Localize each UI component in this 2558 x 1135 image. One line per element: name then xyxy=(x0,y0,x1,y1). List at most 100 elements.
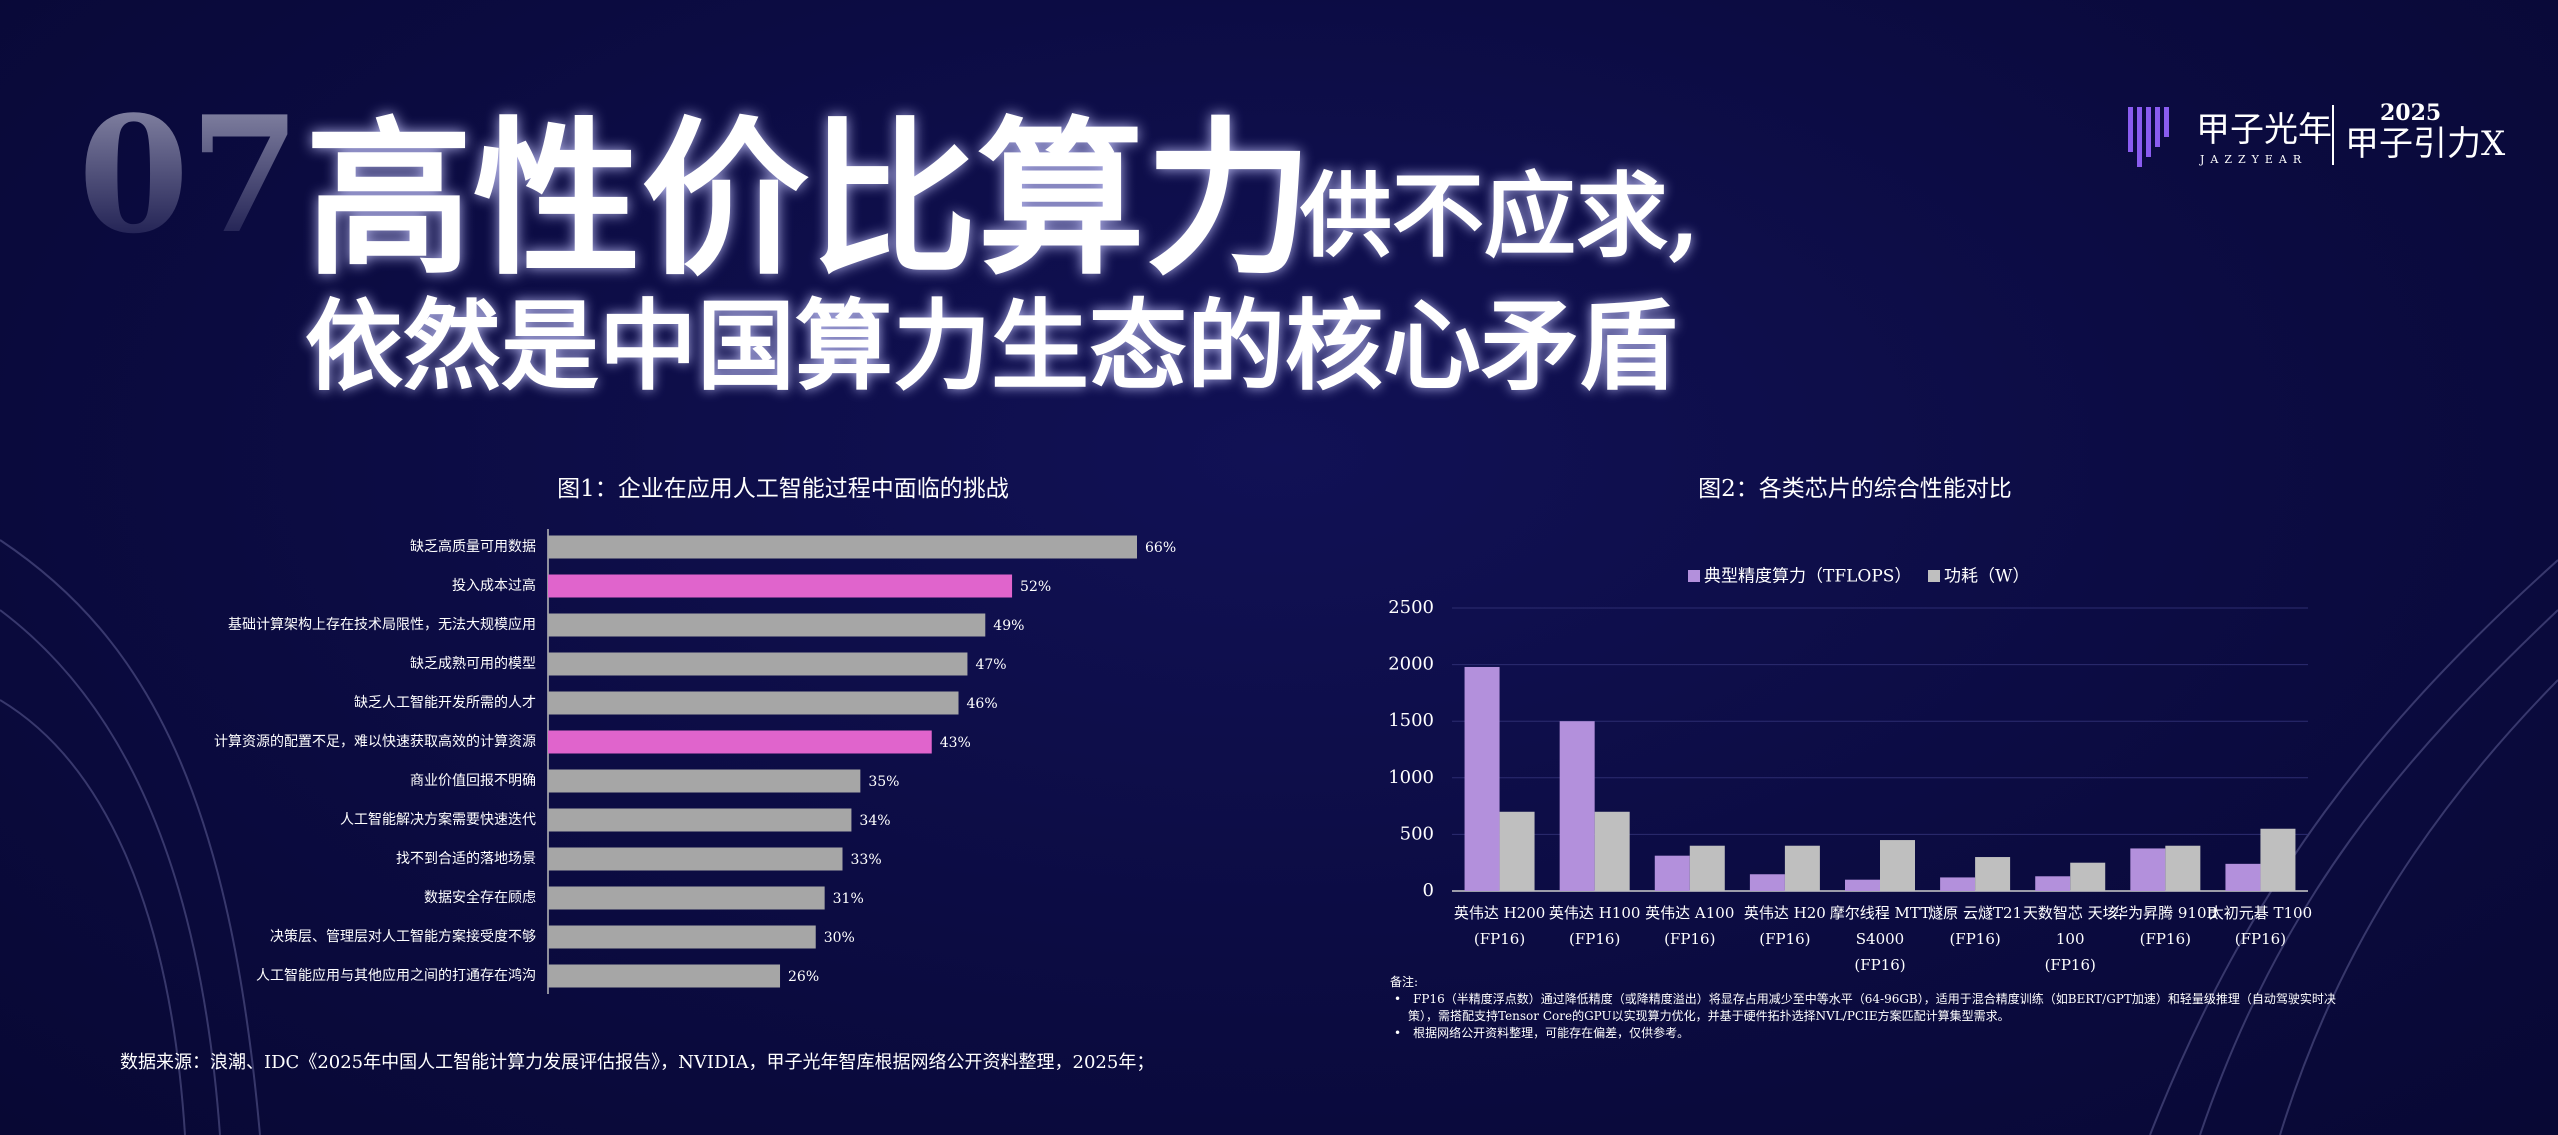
category-label: 找不到合适的落地场景 xyxy=(396,851,536,867)
legend-label: 功耗（W） xyxy=(1944,567,2029,587)
x-tick-label: (FP16) xyxy=(1759,930,1810,948)
note-text: 根据网络公开资料整理，可能存在偏差，仅供参考。 xyxy=(1413,1026,1690,1040)
title-line2: 依然是中国算力生态的核心矛盾 xyxy=(305,289,1678,404)
bar xyxy=(1654,855,1690,891)
x-tick-label: (FP16) xyxy=(2045,956,2096,974)
bar xyxy=(1689,845,1725,891)
value-label: 34% xyxy=(859,813,890,829)
note-text: FP16（半精度浮点数）通过降低精度（或降精度溢出）将显存占用减少至中等水平（6… xyxy=(1408,992,2336,1023)
bar xyxy=(1975,857,2011,891)
value-label: 43% xyxy=(940,735,971,751)
logo-year: 2025 xyxy=(2380,100,2441,126)
value-label: 33% xyxy=(851,852,882,868)
logo-brand: 甲子光年 xyxy=(2196,110,2332,150)
bar xyxy=(1749,874,1785,891)
y-tick-label: 500 xyxy=(1400,823,1434,844)
notes-title: 备注: xyxy=(1390,975,1419,989)
y-tick-label: 0 xyxy=(1423,880,1434,901)
x-tick-label: 英伟达 H100 xyxy=(1549,904,1640,922)
category-label: 基础计算架构上存在技术局限性，无法大规模应用 xyxy=(228,616,536,633)
y-tick-label: 2000 xyxy=(1388,654,1434,675)
bar xyxy=(2260,828,2296,891)
category-label: 商业价值回报不明确 xyxy=(410,773,536,789)
x-tick-label: 100 xyxy=(2056,930,2085,948)
bar xyxy=(1464,666,1500,891)
category-label: 人工智能应用与其他应用之间的打通存在鸿沟 xyxy=(256,967,536,984)
x-tick-label: (FP16) xyxy=(1949,930,2000,948)
bar xyxy=(1784,845,1820,891)
legend-swatch xyxy=(1688,570,1700,582)
y-tick-label: 1000 xyxy=(1388,767,1434,788)
bar xyxy=(548,574,1013,598)
category-label: 决策层、管理层对人工智能方案接受度不够 xyxy=(270,928,536,945)
category-label: 计算资源的配置不足，难以快速获取高效的计算资源 xyxy=(214,733,536,750)
x-tick-label: 太初元碁 T100 xyxy=(2209,904,2312,922)
bar xyxy=(548,769,861,793)
bar xyxy=(2070,862,2106,891)
category-label: 缺乏人工智能开发所需的人才 xyxy=(354,695,536,711)
bar xyxy=(548,925,816,949)
logo-event: 甲子引力X xyxy=(2345,124,2506,164)
category-label: 投入成本过高 xyxy=(452,577,536,594)
x-tick-label: (FP16) xyxy=(1664,930,1715,948)
bar xyxy=(1845,879,1880,891)
bar xyxy=(548,613,986,637)
value-label: 31% xyxy=(833,891,864,907)
x-tick-label: (FP16) xyxy=(1569,930,1620,948)
value-label: 66% xyxy=(1145,540,1176,556)
legend-label: 典型精度算力（TFLOPS） xyxy=(1704,567,1911,587)
value-label: 35% xyxy=(868,774,899,790)
chart-title: 图1：企业在应用人工智能过程中面临的挑战 xyxy=(557,476,1009,502)
x-tick-label: 英伟达 H200 xyxy=(1454,904,1545,922)
title-sub: 供不应求, xyxy=(1300,162,1701,270)
x-tick-label: 英伟达 A100 xyxy=(1645,904,1734,922)
decor-curves xyxy=(0,539,2558,1135)
category-label: 数据安全存在顾虑 xyxy=(424,889,536,906)
bar xyxy=(1594,811,1630,891)
x-tick-label: (FP16) xyxy=(2140,930,2191,948)
section-number: 07 xyxy=(78,81,301,269)
x-tick-label: (FP16) xyxy=(2235,930,2286,948)
value-label: 49% xyxy=(993,618,1024,634)
category-label: 人工智能解决方案需要快速迭代 xyxy=(340,811,536,828)
bar xyxy=(548,847,843,871)
x-tick-label: 华为昇腾 910B xyxy=(2113,904,2217,922)
chart-title: 图2：各类芯片的综合性能对比 xyxy=(1698,476,2012,502)
bar xyxy=(1940,877,1976,891)
x-tick-label: 天数智芯 天垓 xyxy=(2023,904,2118,922)
legend-swatch xyxy=(1928,570,1940,582)
note-item: • FP16（半精度浮点数）通过降低精度（或降精度溢出）将显存占用减少至中等水平… xyxy=(1394,992,2336,1023)
bar xyxy=(1559,721,1595,891)
bar xyxy=(548,964,781,988)
note-item: • 根据网络公开资料整理，可能存在偏差，仅供参考。 xyxy=(1394,1026,1690,1040)
value-label: 30% xyxy=(824,930,855,946)
x-tick-label: S4000 xyxy=(1856,930,1904,948)
source: 数据来源：浪潮、IDC《2025年中国人工智能计算力发展评估报告》，NVIDIA… xyxy=(120,1052,1155,1073)
bar xyxy=(2165,845,2201,891)
bar xyxy=(548,535,1137,559)
x-tick-label: 燧原 云燧T21 xyxy=(1928,904,2022,922)
x-tick-label: 英伟达 H20 xyxy=(1744,904,1826,922)
x-tick-label: 摩尔线程 MTT xyxy=(1830,904,1930,922)
bar xyxy=(2130,848,2166,891)
bar xyxy=(548,652,968,676)
bar xyxy=(2035,876,2071,891)
bar xyxy=(548,886,825,910)
logo-brand-en: JAZZYEAR xyxy=(2199,153,2307,166)
bar xyxy=(1880,840,1915,891)
bar xyxy=(548,691,959,715)
logo: 甲子光年 JAZZYEAR 2025 甲子引力X xyxy=(2128,100,2506,167)
value-label: 47% xyxy=(975,657,1006,673)
value-label: 46% xyxy=(967,696,998,712)
bar xyxy=(2225,863,2261,891)
bar xyxy=(1499,811,1535,891)
x-tick-label: (FP16) xyxy=(1854,956,1905,974)
category-label: 缺乏成熟可用的模型 xyxy=(410,656,536,672)
bar xyxy=(548,808,852,832)
category-label: 缺乏高质量可用数据 xyxy=(410,538,536,555)
bar xyxy=(548,730,932,754)
y-tick-label: 1500 xyxy=(1388,710,1434,731)
title-main: 高性价比算力 xyxy=(305,100,1313,298)
